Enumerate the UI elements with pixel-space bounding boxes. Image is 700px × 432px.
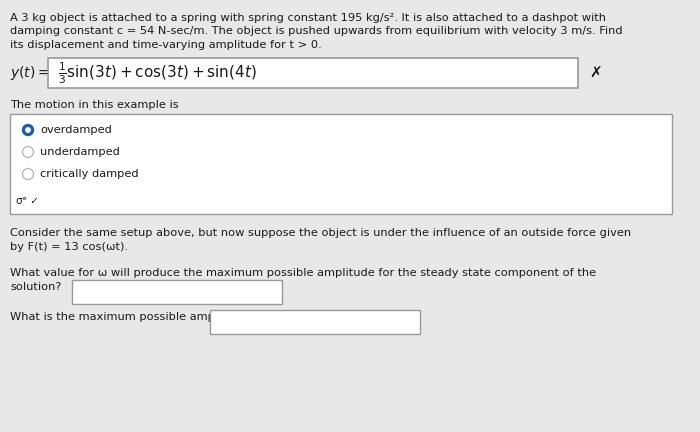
FancyBboxPatch shape xyxy=(72,280,282,304)
Circle shape xyxy=(22,124,34,136)
Text: $y(t) =$: $y(t) =$ xyxy=(10,64,50,82)
Text: What is the maximum possible amplitude?: What is the maximum possible amplitude? xyxy=(10,312,253,322)
Text: its displacement and time-varying amplitude for t > 0.: its displacement and time-varying amplit… xyxy=(10,40,322,50)
Circle shape xyxy=(26,128,30,132)
Circle shape xyxy=(22,168,34,180)
Text: critically damped: critically damped xyxy=(40,169,139,179)
FancyBboxPatch shape xyxy=(10,114,672,214)
Text: Consider the same setup above, but now suppose the object is under the influence: Consider the same setup above, but now s… xyxy=(10,228,631,238)
FancyBboxPatch shape xyxy=(48,58,578,88)
Text: What value for ω will produce the maximum possible amplitude for the steady stat: What value for ω will produce the maximu… xyxy=(10,268,596,278)
Text: $\frac{1}{3}\sin(3t) + \cos(3t) + \sin(4t)$: $\frac{1}{3}\sin(3t) + \cos(3t) + \sin(4… xyxy=(58,60,257,86)
Text: damping constant c = 54 N-sec/m. The object is pushed upwards from equilibrium w: damping constant c = 54 N-sec/m. The obj… xyxy=(10,26,622,36)
Text: solution?: solution? xyxy=(10,282,62,292)
Circle shape xyxy=(22,146,34,158)
FancyBboxPatch shape xyxy=(210,310,420,334)
Text: overdamped: overdamped xyxy=(40,125,112,135)
Text: A 3 kg object is attached to a spring with spring constant 195 kg/s². It is also: A 3 kg object is attached to a spring wi… xyxy=(10,13,606,23)
Text: The motion in this example is: The motion in this example is xyxy=(10,100,178,110)
Text: underdamped: underdamped xyxy=(40,147,120,157)
Text: by F(t) = 13 cos(ωt).: by F(t) = 13 cos(ωt). xyxy=(10,241,128,251)
Text: σᵉ ✓: σᵉ ✓ xyxy=(16,196,39,206)
Text: ✗: ✗ xyxy=(589,66,603,80)
